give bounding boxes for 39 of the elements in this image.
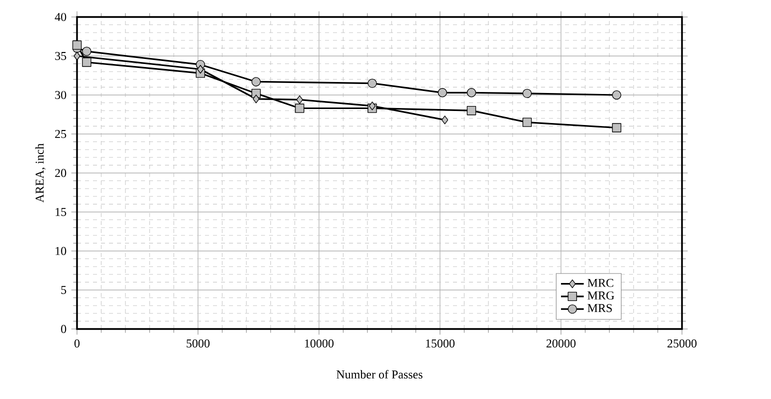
x-tick-label: 5000 <box>186 339 210 348</box>
point <box>368 78 377 88</box>
point <box>72 40 82 50</box>
point <box>466 106 476 116</box>
y-tick-label: 20 <box>55 168 66 178</box>
legend-label: MRG <box>588 291 614 300</box>
legend-label: MRS <box>588 304 612 312</box>
y-tick-label: 0 <box>61 324 66 334</box>
point <box>197 64 204 74</box>
point <box>252 94 260 104</box>
point <box>368 102 376 110</box>
point <box>442 116 448 124</box>
x-axis-title: Number of Passes <box>336 370 422 379</box>
x-tick-label: 0 <box>74 339 80 348</box>
point <box>466 88 476 98</box>
y-axis-title: AREA, inch <box>35 143 46 203</box>
point <box>82 46 92 56</box>
legend-label: MRC <box>588 278 614 287</box>
y-tick-label: 15 <box>56 208 66 216</box>
point <box>295 104 304 113</box>
point <box>522 88 532 98</box>
point <box>296 95 303 104</box>
point <box>82 58 92 67</box>
point <box>251 77 261 86</box>
point <box>522 118 532 127</box>
y-tick-label: 30 <box>55 90 66 100</box>
y-tick-label: 5 <box>61 286 66 294</box>
x-tick-label: 10000 <box>305 339 334 348</box>
point <box>438 88 448 98</box>
y-tick-label: 25 <box>55 130 66 138</box>
x-tick-label: 20000 <box>546 339 576 348</box>
point <box>612 90 622 100</box>
x-tick-label: 25000 <box>668 339 697 348</box>
y-tick-label: 40 <box>54 12 66 22</box>
y-tick-label: 35 <box>55 52 66 60</box>
point <box>74 52 80 60</box>
x-tick-label: 15000 <box>426 339 455 348</box>
point <box>612 123 622 132</box>
y-tick-label: 10 <box>56 246 66 256</box>
